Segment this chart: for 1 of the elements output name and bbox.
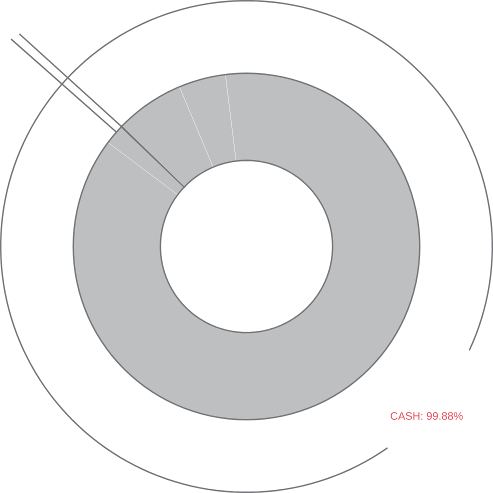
text: CASH: 99.88%	[390, 412, 463, 420]
